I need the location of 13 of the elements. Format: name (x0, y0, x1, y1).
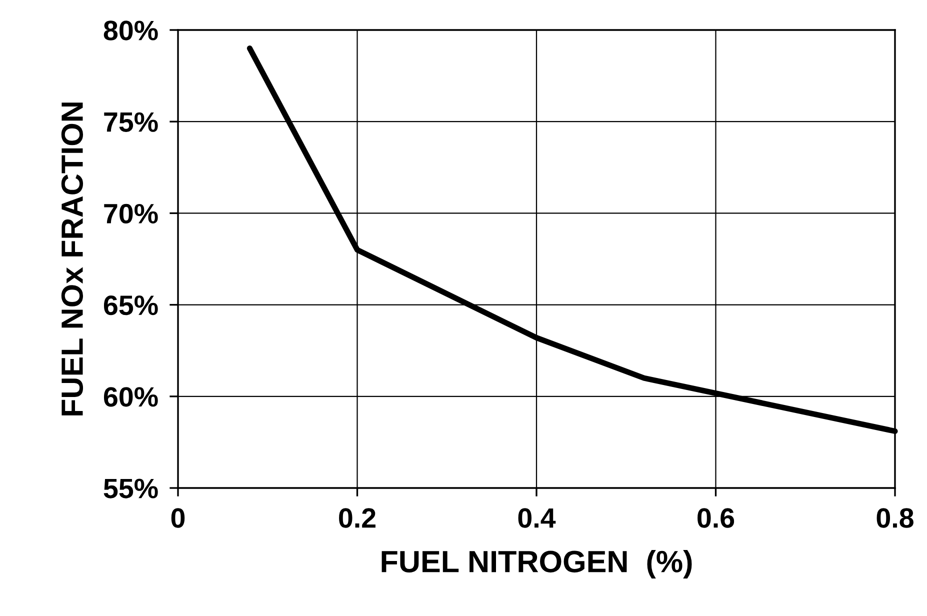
y-tick-label: 60% (104, 387, 158, 407)
x-axis-title: FUEL NITROGEN (%) (382, 550, 692, 578)
y-axis-title: FUEL NOx FRACTION (61, 102, 84, 416)
x-tick-label: 0.2 (339, 508, 376, 528)
y-tick-label: 55% (104, 478, 158, 498)
y-tick-label: 80% (104, 20, 158, 40)
y-tick-label: 70% (104, 204, 158, 224)
y-tick-label: 75% (104, 112, 158, 132)
x-tick-label: 0.4 (518, 508, 556, 528)
x-tick-label: 0.6 (698, 508, 734, 528)
x-tick-label: 0.8 (876, 508, 914, 528)
y-tick-label: 65% (104, 295, 158, 316)
x-tick-label: 0 (171, 508, 185, 528)
